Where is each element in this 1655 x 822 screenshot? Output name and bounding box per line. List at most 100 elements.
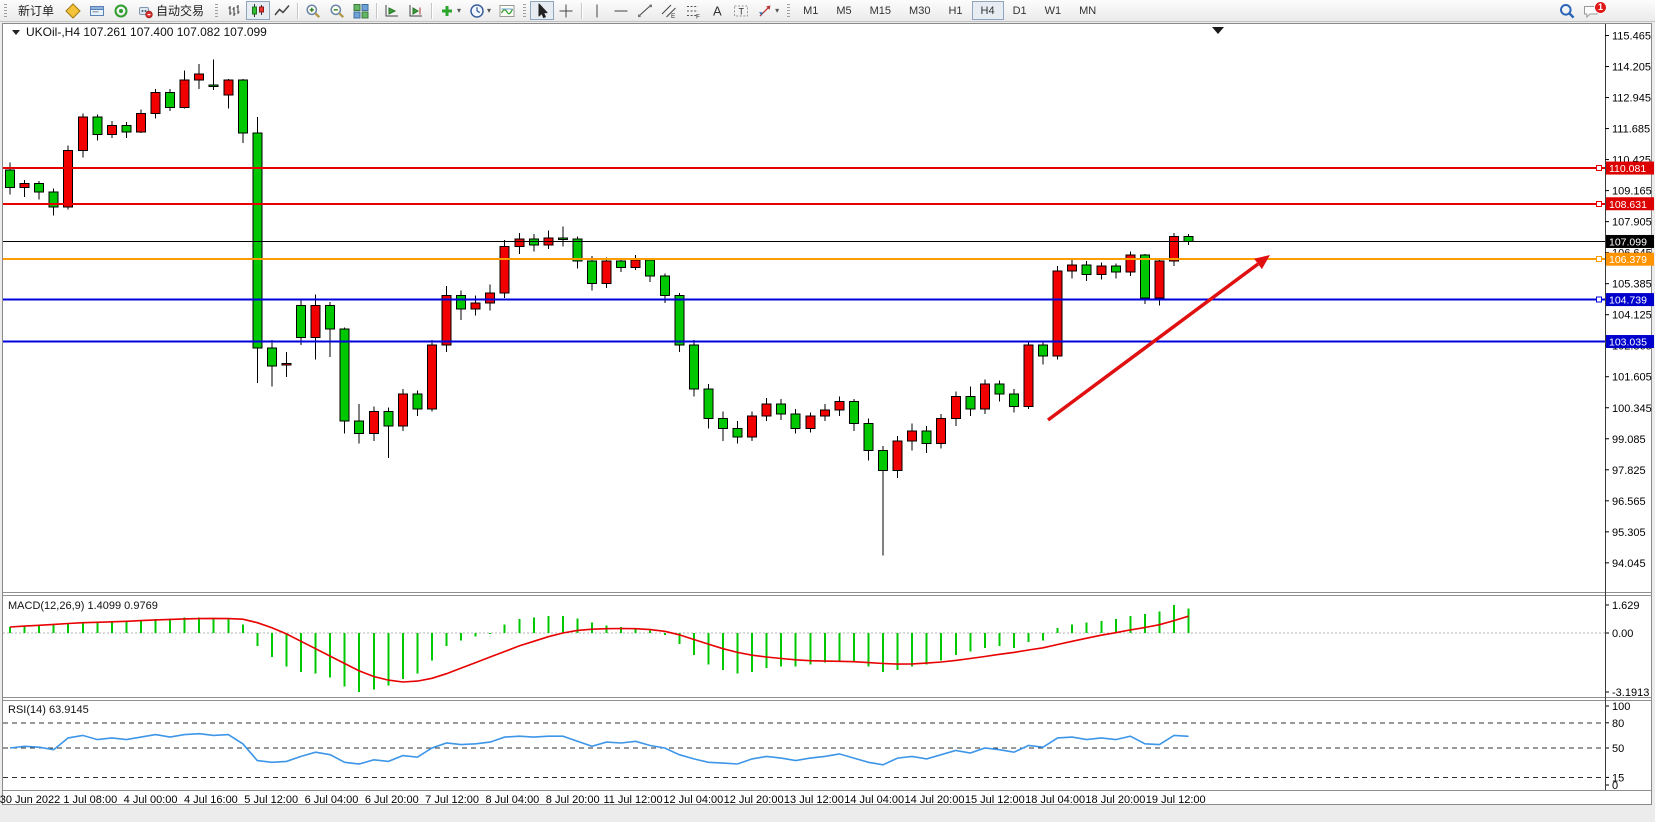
candle-body xyxy=(92,116,103,135)
macd-label: MACD(12,26,9) 1.4099 0.9769 xyxy=(8,600,158,612)
macd-bar xyxy=(125,620,128,633)
chart-canvas[interactable]: 1.629 0.00 -3.1913 100 80 50 150 115.465 114.2… xyxy=(0,22,1655,817)
crosshair-button[interactable] xyxy=(554,1,578,20)
metaeditor-icon xyxy=(65,2,81,19)
tf-m1-button[interactable]: M1 xyxy=(794,1,827,20)
trend-arrow-annotation[interactable] xyxy=(1046,255,1270,422)
period-menu-button[interactable]: ▾ xyxy=(465,1,495,20)
hline-anchor[interactable] xyxy=(1596,165,1602,172)
hline-anchor[interactable] xyxy=(1596,200,1602,207)
candle-body xyxy=(121,125,132,133)
candle-body xyxy=(441,295,452,346)
date-label: 12 Jul 20:00 xyxy=(724,794,784,806)
trendline-button[interactable] xyxy=(633,1,657,20)
macd-bar xyxy=(940,633,943,661)
toolbar-separator xyxy=(581,2,583,19)
line-chart-button[interactable] xyxy=(270,1,294,20)
macd-bar xyxy=(372,633,375,690)
bar-chart-button[interactable] xyxy=(222,1,246,20)
chart-dropdown-arrow-icon[interactable] xyxy=(12,30,20,35)
candle-body xyxy=(1052,270,1063,357)
macd-bar xyxy=(110,621,113,633)
date-label: 8 Jul 20:00 xyxy=(546,794,600,806)
price-tag-label: 107.099 xyxy=(1609,236,1647,248)
price-tag-label: 110.081 xyxy=(1609,163,1646,175)
dropdown-caret-icon[interactable]: ▾ xyxy=(487,6,492,15)
price-tag-103.035 xyxy=(1606,335,1654,349)
macd-bar xyxy=(823,633,826,663)
macd-pane: 1.629 0.00 -3.1913 xyxy=(3,600,1649,699)
autoscroll-icon xyxy=(384,3,400,19)
tf-m30-button[interactable]: M30 xyxy=(900,1,939,20)
time-axis[interactable]: 30 Jun 2022 1 Jul 08:00 4 Jul 00:00 4 Jul 1… xyxy=(0,794,1206,806)
candle-body xyxy=(266,347,277,367)
tf-w1-button[interactable]: W1 xyxy=(1036,1,1071,20)
macd-bar xyxy=(9,626,11,633)
toolbar-grip xyxy=(215,3,219,18)
algo-trading-button[interactable]: 自动交易 xyxy=(133,1,211,20)
fibonacci-button[interactable]: F xyxy=(681,1,705,20)
candle-body xyxy=(1139,254,1150,299)
hline-anchor[interactable] xyxy=(1596,296,1602,303)
candle-body xyxy=(907,430,918,442)
arrows-button[interactable]: ▾ xyxy=(753,1,783,20)
dropdown-caret-icon[interactable]: ▾ xyxy=(775,6,780,15)
macd-signal-line xyxy=(9,615,1189,683)
vertical-line-button[interactable] xyxy=(585,1,609,20)
tf-m15-button[interactable]: M15 xyxy=(861,1,900,20)
chat-button[interactable]: 1 xyxy=(1579,1,1607,20)
macd-bar xyxy=(169,618,172,633)
indicators-button[interactable]: ▾ xyxy=(435,1,465,20)
svg-text:A: A xyxy=(713,3,722,18)
tile-windows-button[interactable] xyxy=(349,1,373,20)
date-label: 6 Jul 20:00 xyxy=(365,794,419,806)
candlestick-chart-button[interactable] xyxy=(246,1,271,20)
candle-body xyxy=(514,238,525,247)
horizontal-line-button[interactable] xyxy=(609,1,633,20)
new-order-button-label: 新订单 xyxy=(18,4,55,18)
candle-body xyxy=(776,403,787,415)
macd-bar xyxy=(576,618,579,633)
tf-h4-button[interactable]: H4 xyxy=(971,1,1004,20)
tf-m5-button[interactable]: M5 xyxy=(827,1,860,20)
dropdown-caret-icon[interactable]: ▾ xyxy=(457,6,462,15)
zoom-in-button[interactable] xyxy=(301,1,325,20)
chart-shift-marker[interactable] xyxy=(1212,27,1224,34)
search-icon xyxy=(1559,3,1575,19)
candle-body xyxy=(5,169,15,188)
label-button[interactable]: T xyxy=(729,1,753,20)
equidistant-channel-button[interactable]: E xyxy=(657,1,681,20)
auto-scroll-button[interactable] xyxy=(380,1,404,20)
search-button[interactable] xyxy=(1555,1,1579,20)
tf-d1-button[interactable]: D1 xyxy=(1004,1,1036,20)
text-button[interactable]: A xyxy=(705,1,729,20)
metaeditor-button[interactable] xyxy=(61,1,85,20)
price-tick-label: 114.205 xyxy=(1612,62,1651,74)
macd-bar xyxy=(867,633,870,667)
zoom-out-button[interactable] xyxy=(325,1,349,20)
tf-mn-button[interactable]: MN xyxy=(1070,1,1105,20)
new-order-button[interactable]: 新订单 xyxy=(11,1,61,20)
chart-shift-button[interactable] xyxy=(404,1,428,20)
terminal-button[interactable] xyxy=(85,1,109,20)
templates-button[interactable] xyxy=(495,1,519,20)
trend-arrow-line[interactable] xyxy=(1046,262,1260,422)
candle-body xyxy=(645,259,656,277)
candle-body xyxy=(325,304,336,330)
price-tick-label: 95.305 xyxy=(1612,527,1646,539)
signal-icon xyxy=(113,3,129,19)
macd-bar xyxy=(678,633,681,645)
candle-body xyxy=(790,413,801,430)
macd-bar xyxy=(634,627,637,633)
hline-anchor[interactable] xyxy=(1596,256,1602,263)
trend-arrow-head[interactable] xyxy=(1254,255,1270,270)
candle-body xyxy=(194,73,205,81)
signals-button[interactable] xyxy=(109,1,133,20)
date-label: 13 Jul 12:00 xyxy=(784,794,844,806)
macd-bar xyxy=(358,633,361,693)
price-axis[interactable]: 115.465114.205112.945111.685110.425109.1… xyxy=(1605,24,1654,790)
rsi-tick-label: 15 xyxy=(1612,772,1624,784)
cursor-button[interactable] xyxy=(530,1,555,20)
tf-h1-button[interactable]: H1 xyxy=(939,1,971,20)
price-tag-110.081 xyxy=(1606,161,1654,175)
